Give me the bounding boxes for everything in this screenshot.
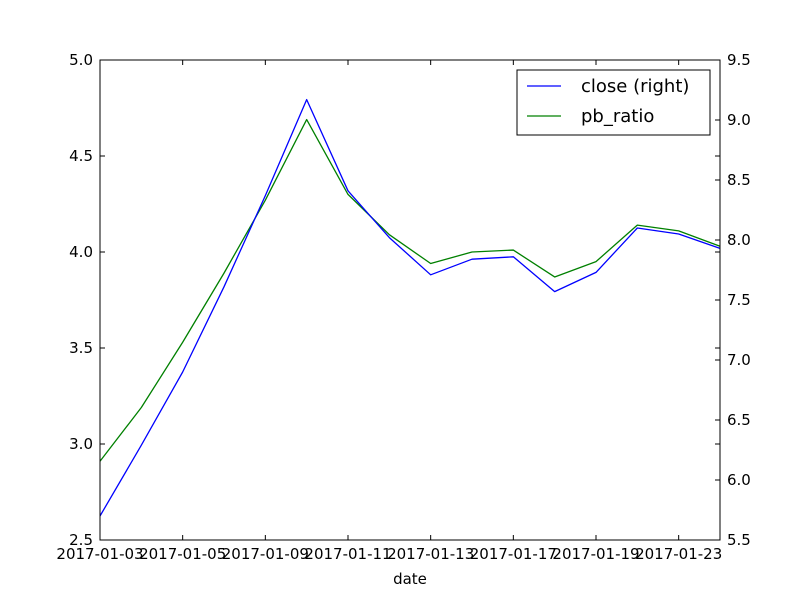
legend: close (right) pb_ratio [516, 69, 711, 136]
y-left-tick-label: 2.5 [69, 531, 93, 549]
y-right-tick-label: 7.5 [727, 291, 751, 309]
y-right-tick-label: 9.0 [727, 111, 751, 129]
x-tick-label: 2017-01-23 [635, 545, 722, 563]
y-right-tick-label: 7.0 [727, 351, 751, 369]
y-right-tick-label: 9.5 [727, 51, 751, 69]
y-left-tick-label: 3.5 [69, 339, 93, 357]
x-tick-label: 2017-01-05 [139, 545, 226, 563]
y-left-tick-label: 4.5 [69, 147, 93, 165]
y-right-tick-label: 8.0 [727, 231, 751, 249]
ticks-layer: 2.5 3.0 3.5 4.0 4.5 5.0 5.5 6.0 6.5 7.0 7.5 8.0 8.5 9… [56, 51, 750, 563]
plot-frame [99, 59, 721, 541]
legend-label-pb-ratio: pb_ratio [581, 106, 654, 127]
x-tick-label: 2017-01-09 [222, 545, 309, 563]
x-tick-label: 2017-01-11 [304, 545, 391, 563]
x-axis-label: date [393, 570, 427, 588]
series-line-close-right [99, 98, 721, 517]
legend-label-close: close (right) [581, 76, 689, 97]
series-line-pb-ratio [99, 118, 721, 462]
x-tick-label: 2017-01-19 [552, 545, 639, 563]
series-layer [99, 98, 721, 517]
legend-box [516, 69, 711, 136]
y-left-tick-label: 4.0 [69, 243, 93, 261]
y-right-tick-label: 6.5 [727, 411, 751, 429]
x-tick-label: 2017-01-17 [470, 545, 557, 563]
y-left-tick-label: 3.0 [69, 435, 93, 453]
y-left-tick-label: 5.0 [69, 51, 93, 69]
y-right-tick-label: 5.5 [727, 531, 751, 549]
x-tick-label: 2017-01-13 [387, 545, 474, 563]
y-right-tick-label: 8.5 [727, 171, 751, 189]
x-tick-label: 2017-01-03 [56, 545, 143, 563]
y-right-tick-label: 6.0 [727, 471, 751, 489]
